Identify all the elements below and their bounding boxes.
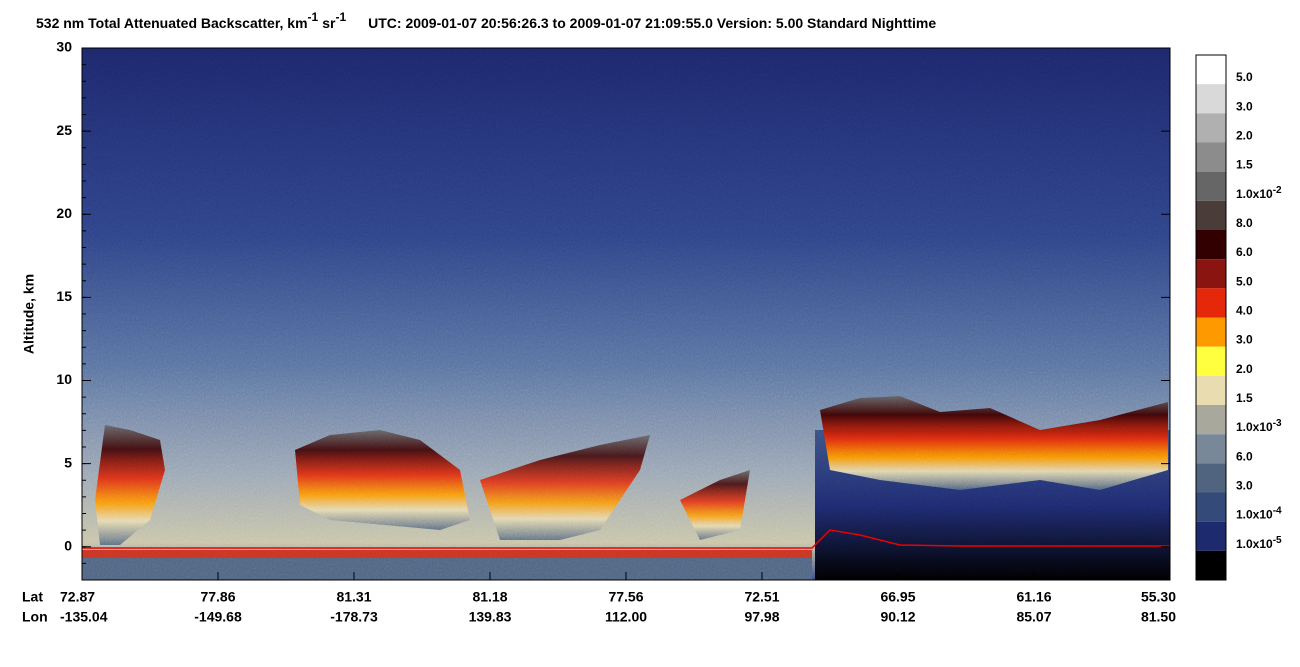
colorbar-label: 4.0: [1236, 304, 1253, 318]
title-text: 532 nm Total Attenuated Backscatter, km: [36, 15, 308, 31]
lat-label: 77.86: [200, 589, 235, 605]
lon-label: -178.73: [330, 609, 378, 625]
lon-label: 90.12: [880, 609, 915, 625]
colorbar-label-text: 1.5: [1236, 391, 1253, 405]
colorbar-swatch: [1196, 171, 1226, 201]
colorbar-label: 1.5: [1236, 158, 1253, 172]
colorbar-label-sup: -4: [1273, 505, 1282, 516]
y-tick-label: 15: [56, 288, 72, 304]
lat-label: 81.18: [472, 589, 507, 605]
title-sup: -1: [335, 10, 346, 24]
colorbar-swatch: [1196, 346, 1226, 376]
lon-label: 139.83: [469, 609, 512, 625]
title-sup: -1: [308, 10, 319, 24]
lat-label: 72.51: [744, 589, 779, 605]
lat-label: 72.87: [60, 589, 95, 605]
colorbar-swatch: [1196, 492, 1226, 522]
colorbar-label-sup: -3: [1273, 418, 1282, 429]
colorbar-swatch: [1196, 434, 1226, 464]
lon-label: 97.98: [744, 609, 779, 625]
colorbar-label: 8.0: [1236, 216, 1253, 230]
colorbar-swatch: [1196, 463, 1226, 493]
colorbar-label: 1.0x10-2: [1236, 184, 1282, 201]
colorbar-label: 3.0: [1236, 333, 1253, 347]
colorbar-label-text: 2.0: [1236, 362, 1253, 376]
colorbar-swatch: [1196, 259, 1226, 289]
lon-label: -149.68: [194, 609, 242, 625]
colorbar-label-text: 5.0: [1236, 275, 1253, 289]
colorbar-frame: [1195, 54, 1227, 581]
colorbar-label-text: 1.0x10: [1236, 187, 1273, 201]
colorbar-label-text: 3.0: [1236, 100, 1253, 114]
y-tick-label: 20: [56, 205, 72, 221]
colorbar-label-text: 3.0: [1236, 333, 1253, 347]
colorbar-label: 1.5: [1236, 391, 1253, 405]
colorbar-label-sup: -2: [1273, 184, 1282, 195]
y-tick-label: 5: [64, 454, 72, 470]
colorbar-label: 3.0: [1236, 100, 1253, 114]
lon-label: 85.07: [1016, 609, 1051, 625]
colorbar-label: 1.0x10-5: [1236, 534, 1282, 551]
lat-label: 81.31: [336, 589, 371, 605]
colorbar-label: 5.0: [1236, 70, 1253, 84]
lat-label: 55.30: [1141, 589, 1176, 605]
colorbar-swatch: [1196, 142, 1226, 172]
colorbar-label: 1.0x10-3: [1236, 418, 1282, 435]
colorbar-label: 3.0: [1236, 479, 1253, 493]
colorbar-swatch: [1196, 550, 1226, 580]
colorbar-label-text: 6.0: [1236, 245, 1253, 259]
colorbar-label-text: 1.0x10: [1236, 537, 1273, 551]
colorbar-swatch: [1196, 288, 1226, 318]
colorbar-swatch: [1196, 405, 1226, 435]
y-tick-label: 0: [64, 537, 72, 553]
lon-row-label: Lon: [22, 609, 48, 625]
colorbar-label-text: 1.0x10: [1236, 508, 1273, 522]
lon-label: 112.00: [605, 609, 647, 625]
colorbar-swatch: [1196, 230, 1226, 260]
colorbar-label: 6.0: [1236, 245, 1253, 259]
colorbar-label: 2.0: [1236, 129, 1253, 143]
chart-title: 532 nm Total Attenuated Backscatter, km-…: [36, 10, 936, 31]
lat-row-label: Lat: [22, 589, 43, 605]
colorbar-swatch: [1196, 317, 1226, 347]
y-tick-label: 10: [56, 371, 72, 387]
colorbar-label: 2.0: [1236, 362, 1253, 376]
y-axis-label: Altitude, km: [21, 274, 37, 354]
y-tick-label: 25: [56, 122, 72, 138]
colorbar-label-text: 4.0: [1236, 304, 1253, 318]
y-tick-label: 30: [56, 39, 72, 55]
title-info: UTC: 2009-01-07 20:56:26.3 to 2009-01-07…: [368, 15, 936, 31]
colorbar-label-text: 6.0: [1236, 450, 1253, 464]
colorbar-label-text: 2.0: [1236, 129, 1253, 143]
lat-label: 66.95: [880, 589, 915, 605]
colorbar-label-text: 1.5: [1236, 158, 1253, 172]
colorbar-label-text: 5.0: [1236, 70, 1253, 84]
colorbar-swatch: [1196, 113, 1226, 143]
backscatter-image: [82, 48, 1170, 580]
colorbar-label: 6.0: [1236, 450, 1253, 464]
colorbar-swatch: [1196, 375, 1226, 405]
colorbar-swatch: [1196, 84, 1226, 114]
lat-label: 61.16: [1016, 589, 1051, 605]
lat-label: 77.56: [608, 589, 643, 605]
colorbar-label-text: 3.0: [1236, 479, 1253, 493]
title-text: sr: [322, 15, 336, 31]
colorbar-label-text: 1.0x10: [1236, 420, 1273, 434]
lon-label: 81.50: [1141, 609, 1176, 625]
colorbar-label: 1.0x10-4: [1236, 505, 1282, 522]
colorbar-swatch: [1196, 55, 1226, 85]
colorbar-label-sup: -5: [1273, 534, 1282, 545]
colorbar-swatch: [1196, 200, 1226, 230]
lon-label: -135.04: [60, 609, 108, 625]
colorbar-label-text: 8.0: [1236, 216, 1253, 230]
colorbar-label: 5.0: [1236, 275, 1253, 289]
colorbar-swatch: [1196, 521, 1226, 551]
